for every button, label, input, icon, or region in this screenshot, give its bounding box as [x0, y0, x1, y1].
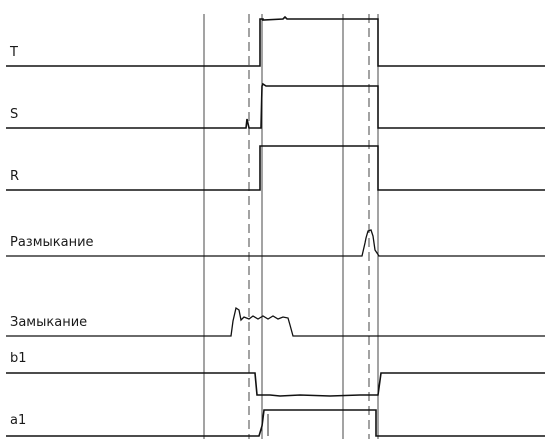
- label-T: T: [10, 45, 18, 60]
- signal-traces: [6, 15, 545, 437]
- trace-b1: [6, 372, 545, 397]
- trace-T: [6, 15, 545, 67]
- trace-razmykanie: [6, 229, 545, 257]
- label-zamykanie: Замыкание: [10, 315, 88, 330]
- label-b1: b1: [10, 351, 27, 366]
- label-S: S: [10, 107, 19, 122]
- marker-lines: [203, 14, 379, 439]
- label-razmykanie: Размыкание: [10, 235, 94, 250]
- trace-R: [6, 145, 545, 191]
- label-a1: a1: [10, 413, 27, 428]
- trace-S: [6, 82, 545, 129]
- trace-zamykanie: [6, 306, 545, 337]
- label-R: R: [10, 169, 20, 184]
- trace-a1: [6, 409, 545, 437]
